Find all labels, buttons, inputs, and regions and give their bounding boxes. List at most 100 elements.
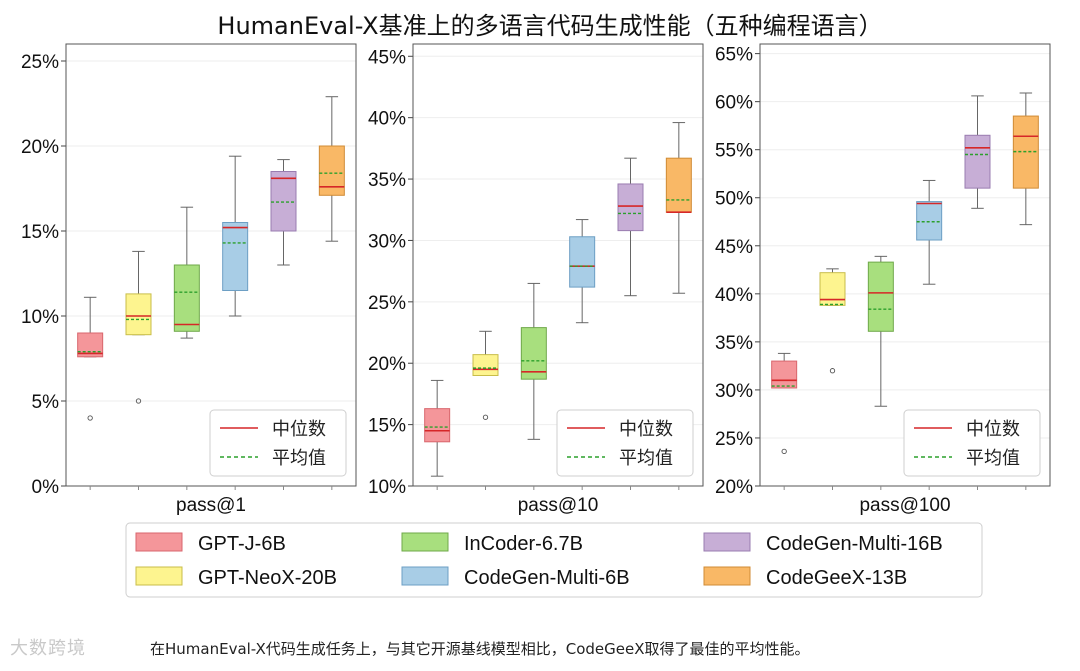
plot-frame xyxy=(412,43,704,487)
inner-legend-frame xyxy=(556,409,694,477)
box-body xyxy=(867,261,894,332)
box-CodeGen-Multi-6B xyxy=(916,179,943,490)
box-body xyxy=(222,222,249,291)
box-body xyxy=(569,236,596,288)
series-legend: GPT-J-6B GPT-NeoX-20B InCoder-6.7B CodeGen-… xyxy=(125,522,983,598)
y-tick-label: 30% xyxy=(715,381,753,402)
y-tick-label: 50% xyxy=(715,189,753,210)
inner-legend-frame xyxy=(903,409,1041,477)
legend-swatch-CodeGeeX-13B xyxy=(703,566,751,586)
legend-swatch-GPT-J-6B xyxy=(135,532,183,552)
median-legend-label: 中位数 xyxy=(966,419,1020,440)
y-tick-label: 55% xyxy=(715,141,753,162)
legend-swatch-CodeGen-Multi-6B xyxy=(401,566,449,586)
legend-label-CodeGen-Multi-6B: CodeGen-Multi-6B xyxy=(464,567,630,589)
mean-legend-label: 平均值 xyxy=(272,448,326,469)
box-CodeGen-Multi-16B xyxy=(964,95,991,490)
y-tick-label: 40% xyxy=(368,109,406,130)
y-tick-label: 15% xyxy=(21,222,59,243)
box-GPT-J-6B xyxy=(424,379,451,490)
box-GPT-NeoX-20B xyxy=(819,268,846,490)
y-tick-label: 20% xyxy=(715,477,753,498)
y-tick-label: 0% xyxy=(32,477,60,498)
figure-caption: 在HumanEval-X代码生成任务上，与其它开源基线模型相比，CodeGeeX… xyxy=(150,640,810,658)
y-tick-label: 45% xyxy=(715,237,753,258)
box-GPT-J-6B xyxy=(77,296,104,490)
y-tick-label: 10% xyxy=(368,477,406,498)
legend-swatch-CodeGen-Multi-16B xyxy=(703,532,751,552)
outlier-point xyxy=(781,448,787,455)
box-body xyxy=(617,183,644,232)
x-axis-label: pass@100 xyxy=(859,495,950,516)
box-CodeGen-Multi-6B xyxy=(222,155,249,490)
legend-swatch-InCoder-6.7B xyxy=(401,532,449,552)
y-tick-label: 20% xyxy=(368,354,406,375)
legend-label-GPT-NeoX-20B: GPT-NeoX-20B xyxy=(198,567,337,589)
box-InCoder-6.7B xyxy=(520,282,547,490)
box-InCoder-6.7B xyxy=(173,206,200,490)
box-CodeGeeX-13B xyxy=(318,96,345,490)
y-tick-label: 30% xyxy=(368,231,406,252)
legend-swatch-GPT-NeoX-20B xyxy=(135,566,183,586)
box-CodeGeeX-13B xyxy=(665,122,692,490)
box-body xyxy=(520,327,547,380)
inner-legend-frame xyxy=(209,409,347,477)
outlier-point xyxy=(135,398,142,404)
y-tick-label: 5% xyxy=(32,392,60,413)
box-body xyxy=(77,332,104,358)
box-GPT-NeoX-20B xyxy=(125,250,152,490)
box-body xyxy=(916,201,943,241)
mean-legend-label: 平均值 xyxy=(966,448,1020,469)
box-body xyxy=(270,171,297,232)
box-body xyxy=(424,408,451,443)
y-tick-label: 20% xyxy=(21,137,59,158)
y-tick-label: 45% xyxy=(368,47,406,68)
caption-row: 大数跨境 在HumanEval-X代码生成任务上，与其它开源基线模型相比，Cod… xyxy=(0,630,1080,666)
chart-title: HumanEval-X基准上的多语言代码生成性能（五种编程语言） xyxy=(217,12,882,40)
plot-frame xyxy=(65,43,357,487)
box-body xyxy=(125,293,152,336)
box-body xyxy=(964,134,991,189)
y-tick-label: 25% xyxy=(21,52,59,73)
y-tick-label: 65% xyxy=(715,45,753,66)
y-tick-label: 10% xyxy=(21,307,59,328)
figure: HumanEval-X基准上的多语言代码生成性能（五种编程语言） 0% 5% 10%… xyxy=(21,12,1051,598)
box-GPT-J-6B xyxy=(771,352,798,490)
y-tick-label: 40% xyxy=(715,285,753,306)
x-axis-label: pass@1 xyxy=(176,495,246,516)
box-body xyxy=(318,145,345,196)
outlier-point xyxy=(482,414,489,420)
box-InCoder-6.7B xyxy=(867,255,894,490)
watermark-logo: 大数跨境 xyxy=(10,638,86,659)
y-tick-label: 35% xyxy=(368,170,406,191)
box-CodeGeeX-13B xyxy=(1012,92,1039,490)
box-body xyxy=(819,272,846,306)
legend-label-InCoder-6.7B: InCoder-6.7B xyxy=(464,533,583,555)
box-body xyxy=(472,354,499,376)
box-CodeGen-Multi-6B xyxy=(569,219,596,490)
outlier-point xyxy=(829,368,836,374)
box-body xyxy=(665,157,692,213)
x-axis-label: pass@10 xyxy=(518,495,599,516)
box-GPT-NeoX-20B xyxy=(472,330,499,490)
legend-label-CodeGen-Multi-16B: CodeGen-Multi-16B xyxy=(766,533,943,555)
outlier-point xyxy=(87,415,93,421)
series-legend-frame xyxy=(125,522,983,598)
y-tick-label: 25% xyxy=(368,293,406,314)
box-body xyxy=(771,360,798,389)
y-tick-label: 25% xyxy=(715,429,753,450)
median-legend-label: 中位数 xyxy=(619,419,673,440)
y-tick-label: 15% xyxy=(368,416,406,437)
median-legend-label: 中位数 xyxy=(272,419,326,440)
legend-label-CodeGeeX-13B: CodeGeeX-13B xyxy=(766,567,907,589)
y-tick-label: 35% xyxy=(715,333,753,354)
box-body xyxy=(173,264,200,332)
legend-label-GPT-J-6B: GPT-J-6B xyxy=(198,533,286,555)
mean-legend-label: 平均值 xyxy=(619,448,673,469)
